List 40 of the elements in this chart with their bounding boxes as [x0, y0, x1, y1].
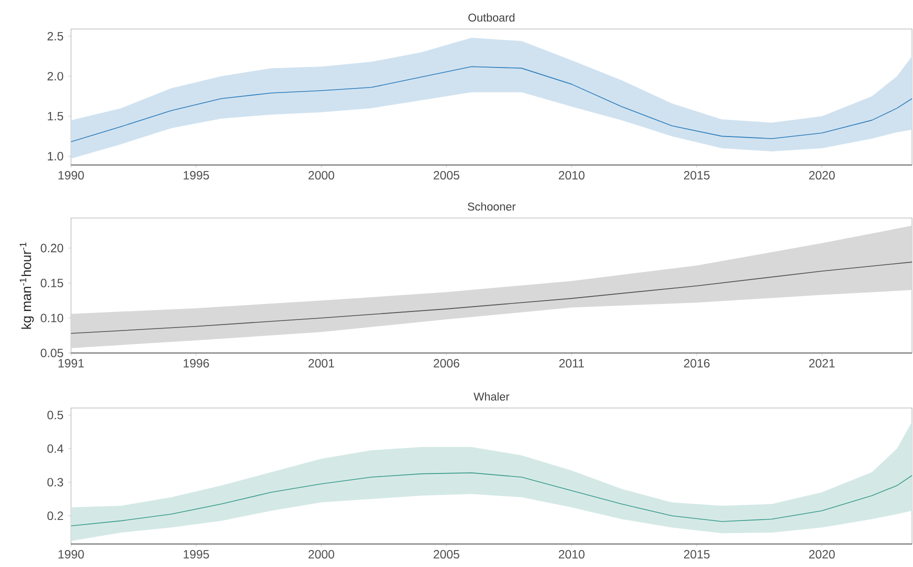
y-axis-title: kg man$^{-1}$hour$^{-1}$: [20, 242, 34, 329]
line-series: [71, 66, 912, 142]
x-tick-label: 2020: [809, 550, 835, 559]
y-tick-label: 0.20: [40, 244, 64, 252]
y-tick-label: 2.0: [48, 72, 64, 80]
x-tick-label: 1995: [184, 550, 209, 559]
y-tick-label: 0.4: [47, 444, 64, 453]
line-series: [71, 262, 912, 334]
y-tick-label: 0.2: [47, 512, 64, 520]
chart-title: Whaler: [474, 392, 510, 401]
x-tick-label: 2000: [308, 550, 334, 559]
x-tick-label: 2006: [434, 359, 460, 368]
y-tick-label: 2.5: [48, 32, 64, 40]
x-tick-label: 1991: [58, 359, 84, 368]
x-tick-label: 2010: [558, 171, 584, 180]
x-tick-label: 2001: [308, 359, 334, 368]
line-series: [71, 472, 912, 526]
x-tick-label: 2015: [684, 550, 710, 559]
x-tick-label: 2005: [434, 550, 460, 559]
y-tick-label: 0.05: [40, 348, 64, 358]
x-tick-label: 1990: [58, 550, 84, 559]
x-tick-label: 1995: [184, 171, 209, 180]
x-tick-label: 1990: [58, 171, 84, 180]
x-tick-label: 2021: [809, 359, 835, 368]
x-tick-label: 2010: [558, 550, 584, 559]
x-tick-label: 2015: [684, 171, 710, 180]
x-tick-label: 2000: [308, 171, 334, 180]
x-tick-label: 1996: [184, 359, 209, 368]
x-tick-label: 2020: [809, 171, 835, 180]
y-tick-label: 1.5: [48, 112, 64, 120]
y-tick-label: 0.15: [40, 278, 64, 288]
y-tick-label: 0.3: [47, 478, 64, 486]
x-tick-label: 2005: [434, 171, 460, 180]
y-tick-label: 1.0: [48, 152, 64, 160]
x-tick-label: 2016: [684, 359, 710, 368]
chart-title: Outboard: [468, 13, 514, 22]
chart-title: Schooner: [468, 202, 516, 211]
y-tick-label: 0.5: [47, 410, 64, 420]
y-tick-label: 0.10: [40, 314, 64, 322]
x-tick-label: 2011: [559, 359, 584, 368]
